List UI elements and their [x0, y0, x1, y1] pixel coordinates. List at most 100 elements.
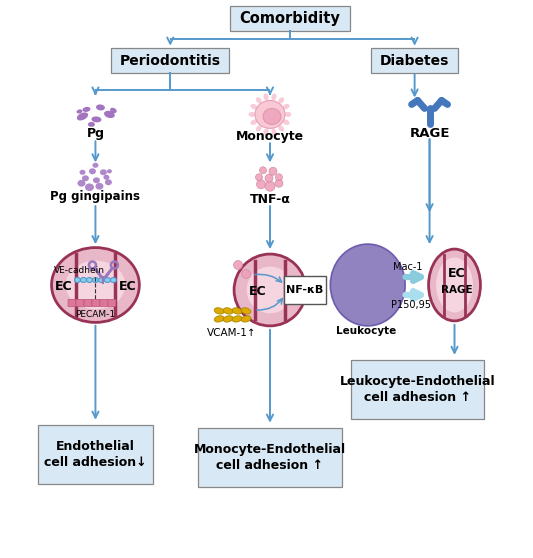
Ellipse shape: [256, 126, 262, 132]
Ellipse shape: [110, 277, 116, 282]
Ellipse shape: [75, 277, 80, 282]
FancyBboxPatch shape: [111, 48, 229, 73]
Ellipse shape: [278, 97, 284, 104]
Ellipse shape: [269, 167, 277, 175]
FancyBboxPatch shape: [108, 300, 116, 306]
Ellipse shape: [263, 94, 269, 100]
FancyBboxPatch shape: [198, 428, 342, 487]
Text: Comorbidity: Comorbidity: [239, 11, 341, 26]
Ellipse shape: [260, 167, 266, 174]
Ellipse shape: [241, 270, 251, 278]
FancyBboxPatch shape: [84, 300, 92, 306]
FancyBboxPatch shape: [230, 6, 350, 31]
Ellipse shape: [107, 169, 112, 174]
Ellipse shape: [214, 308, 224, 314]
Text: Monocyte: Monocyte: [236, 130, 304, 143]
Text: TNF-α: TNF-α: [249, 193, 290, 206]
Ellipse shape: [251, 119, 257, 125]
Ellipse shape: [248, 112, 255, 117]
Text: VCAM-1↑: VCAM-1↑: [207, 328, 257, 338]
Ellipse shape: [232, 316, 242, 322]
Text: Pg: Pg: [86, 127, 104, 140]
Text: Monocyte-Endothelial
cell adhesion ↑: Monocyte-Endothelial cell adhesion ↑: [194, 443, 346, 472]
Ellipse shape: [241, 316, 251, 322]
Ellipse shape: [104, 111, 115, 118]
Ellipse shape: [223, 308, 233, 314]
Text: Leukocyte-Endothelial
cell adhesion ↑: Leukocyte-Endothelial cell adhesion ↑: [340, 375, 495, 404]
Ellipse shape: [234, 254, 306, 326]
FancyBboxPatch shape: [284, 276, 326, 304]
Text: Mac-1: Mac-1: [393, 262, 423, 272]
Text: EC: EC: [249, 286, 267, 299]
Ellipse shape: [271, 128, 277, 136]
Text: Pg gingipains: Pg gingipains: [51, 190, 141, 203]
Ellipse shape: [92, 277, 99, 282]
Ellipse shape: [275, 179, 283, 187]
Ellipse shape: [276, 174, 282, 181]
Ellipse shape: [66, 261, 125, 309]
Text: P150,95: P150,95: [391, 300, 431, 310]
Ellipse shape: [77, 112, 88, 121]
Text: RAGE: RAGE: [441, 285, 472, 295]
Ellipse shape: [265, 174, 273, 182]
FancyBboxPatch shape: [68, 300, 76, 306]
Ellipse shape: [247, 267, 293, 313]
Ellipse shape: [79, 170, 85, 175]
Ellipse shape: [92, 163, 99, 168]
Ellipse shape: [223, 316, 233, 322]
Ellipse shape: [88, 122, 95, 127]
Ellipse shape: [429, 249, 480, 321]
Ellipse shape: [89, 169, 96, 174]
Ellipse shape: [103, 175, 109, 180]
Ellipse shape: [105, 179, 112, 185]
Ellipse shape: [330, 244, 405, 326]
FancyBboxPatch shape: [371, 48, 458, 73]
Ellipse shape: [283, 119, 289, 125]
Ellipse shape: [104, 277, 110, 282]
FancyBboxPatch shape: [38, 425, 154, 484]
Ellipse shape: [99, 277, 104, 282]
Ellipse shape: [436, 258, 473, 312]
Ellipse shape: [52, 248, 139, 323]
Ellipse shape: [100, 169, 107, 175]
Text: NF-κB: NF-κB: [286, 285, 324, 295]
Ellipse shape: [278, 126, 284, 132]
Text: PECAM-1: PECAM-1: [75, 310, 116, 319]
Ellipse shape: [85, 184, 94, 191]
Ellipse shape: [232, 308, 242, 314]
FancyBboxPatch shape: [92, 300, 100, 306]
Ellipse shape: [77, 180, 85, 186]
Ellipse shape: [255, 174, 263, 181]
FancyBboxPatch shape: [76, 300, 84, 306]
Text: EC: EC: [118, 281, 136, 294]
FancyBboxPatch shape: [100, 300, 108, 306]
Ellipse shape: [77, 109, 83, 113]
Text: RAGE: RAGE: [409, 127, 450, 140]
Ellipse shape: [92, 117, 101, 122]
Ellipse shape: [255, 100, 285, 128]
Text: EC: EC: [448, 267, 465, 280]
Ellipse shape: [256, 180, 265, 189]
Ellipse shape: [263, 128, 269, 136]
FancyBboxPatch shape: [351, 360, 484, 419]
Ellipse shape: [271, 94, 277, 100]
Text: Periodontitis: Periodontitis: [120, 54, 221, 68]
Ellipse shape: [263, 108, 281, 124]
Ellipse shape: [251, 104, 257, 109]
Ellipse shape: [80, 277, 86, 282]
Ellipse shape: [110, 108, 117, 113]
Ellipse shape: [233, 261, 243, 270]
Ellipse shape: [214, 316, 224, 322]
Ellipse shape: [82, 175, 89, 181]
Ellipse shape: [285, 112, 292, 117]
Text: Leukocyte: Leukocyte: [336, 326, 396, 336]
Ellipse shape: [256, 97, 262, 104]
Ellipse shape: [241, 308, 251, 314]
Ellipse shape: [283, 104, 289, 109]
Ellipse shape: [83, 107, 91, 112]
Ellipse shape: [265, 181, 275, 191]
Ellipse shape: [95, 183, 103, 190]
Text: VE-cadhein: VE-cadhein: [54, 266, 105, 275]
Text: Endothelial
cell adhesion↓: Endothelial cell adhesion↓: [44, 440, 147, 469]
Ellipse shape: [86, 277, 92, 282]
